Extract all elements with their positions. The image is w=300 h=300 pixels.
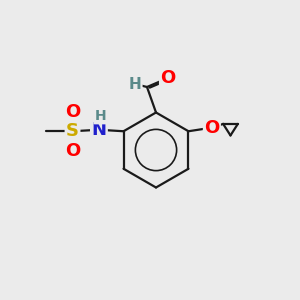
Text: H: H (94, 109, 106, 123)
Text: H: H (129, 76, 141, 92)
Text: O: O (204, 118, 220, 137)
Text: O: O (65, 142, 80, 160)
Text: S: S (66, 122, 79, 140)
Text: O: O (160, 69, 175, 87)
Text: N: N (92, 121, 106, 139)
Text: O: O (65, 103, 80, 121)
